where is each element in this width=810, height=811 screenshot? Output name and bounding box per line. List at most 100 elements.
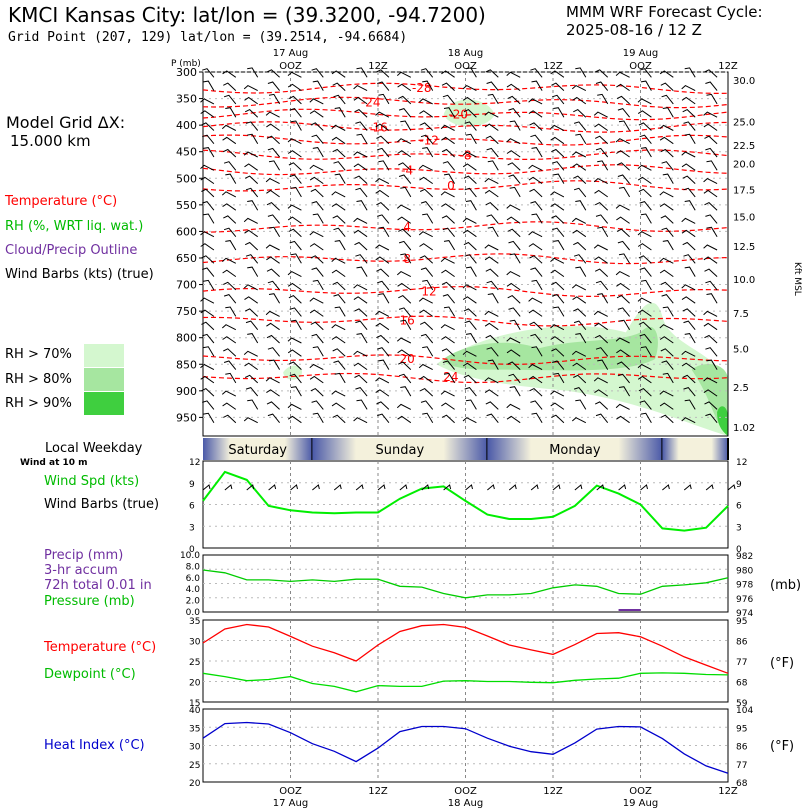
wind-barb	[661, 161, 674, 171]
wind-barb	[200, 98, 215, 105]
wind-barb	[331, 336, 346, 344]
wind-barb	[397, 150, 412, 158]
wind-barb	[244, 241, 259, 251]
wind-barb	[659, 257, 674, 264]
wind-barb	[531, 279, 543, 291]
wind-barb	[221, 257, 237, 264]
wind-barb	[442, 294, 455, 304]
wind-barb	[486, 280, 499, 291]
bottom-time-label: OOZ	[279, 786, 302, 797]
wind-barb	[681, 296, 696, 304]
surface-wind-barb	[224, 484, 233, 491]
wind-barb	[506, 204, 521, 211]
wind-barb	[682, 308, 696, 317]
wind-barb	[245, 121, 259, 131]
wind-barb	[462, 350, 477, 357]
wind-barb	[573, 320, 587, 331]
wind-barb	[662, 173, 674, 184]
wind-barb	[704, 401, 718, 410]
wind-barb	[442, 161, 455, 171]
wind-barb	[464, 254, 477, 264]
forecast-cycle-value: 2025-08-16 / 12 Z	[566, 21, 702, 39]
wind-barb	[420, 267, 434, 277]
wind-barb	[443, 240, 456, 251]
wind-barb	[660, 348, 674, 357]
wind-barb	[398, 361, 412, 370]
surface-wind-barb	[290, 484, 298, 491]
precip-accum-label: 3-hr accum	[44, 563, 118, 578]
wind-barb	[353, 229, 368, 238]
temperature-tick-left: 35	[189, 617, 200, 627]
wind-tick-right: 9	[736, 480, 742, 490]
wind-barb	[378, 293, 390, 304]
wind-barb	[485, 334, 499, 344]
temperature-tick-right-f: 59	[736, 699, 748, 709]
wind-barb	[682, 374, 696, 384]
bottom-time-label: 19 Aug	[623, 798, 658, 809]
wind-barb	[221, 390, 237, 397]
isotherm-label: -4	[401, 163, 413, 177]
wind-barb	[572, 163, 587, 171]
wind-barb	[659, 124, 674, 131]
wind-barb	[267, 347, 280, 357]
wind-barb	[595, 214, 609, 224]
wind-barb	[376, 401, 390, 410]
pressure-tick-right: 980	[736, 566, 753, 576]
top-time-label: 12Z	[718, 61, 738, 72]
wind-barb	[703, 177, 718, 185]
wind-barb	[639, 400, 652, 410]
wind-barb	[396, 337, 412, 344]
wind-barb	[528, 110, 543, 118]
wind-barb	[550, 402, 565, 410]
precip-tick-left: 10.0	[180, 551, 200, 561]
wind-barb	[354, 308, 368, 317]
wind-barb	[464, 187, 477, 198]
wind-barb	[397, 216, 412, 224]
weekday-label: Sunday	[376, 443, 425, 458]
wind-barb	[419, 321, 434, 331]
wind-barb	[419, 375, 433, 384]
wind-barb	[203, 147, 215, 158]
wind-barb	[375, 177, 390, 185]
wind-barb	[529, 321, 543, 331]
wind-barb	[571, 217, 587, 224]
wind-barb	[287, 270, 302, 278]
wind-barb	[485, 201, 499, 211]
wind-barb	[594, 123, 608, 131]
wind-barb	[202, 134, 215, 145]
wind-barb	[573, 108, 587, 118]
wind-barb	[684, 200, 696, 211]
wind-barb	[530, 134, 543, 145]
isotherm-label: 12	[421, 284, 436, 298]
wind-barb	[594, 189, 608, 198]
wind-barb	[703, 111, 718, 118]
legend-temperature: Temperature (°C)	[5, 194, 118, 209]
wind-barb	[356, 133, 368, 144]
wind-barb	[311, 333, 324, 344]
temperature-tick-right-f: 77	[736, 658, 747, 668]
wind-barb	[442, 360, 455, 370]
wind-barb	[530, 201, 543, 211]
wind-barb	[201, 122, 215, 131]
wind-barb	[597, 293, 609, 304]
wind-barb	[441, 402, 455, 410]
wind-barb	[684, 133, 696, 144]
wind-barb	[551, 414, 565, 424]
kft-tick-label: 15.0	[733, 213, 755, 224]
temperature-label: Temperature (°C)	[44, 640, 157, 655]
wind-barb	[573, 121, 587, 131]
wind-barb	[398, 228, 412, 238]
wind-barb	[661, 227, 674, 238]
wind-barb	[509, 253, 521, 264]
wind-barb	[463, 308, 477, 317]
wind-barb	[203, 412, 215, 423]
wind-barb	[223, 148, 237, 158]
wind-barb	[331, 191, 346, 198]
wind-barb	[375, 123, 390, 131]
isotherm-label: -24	[361, 95, 381, 109]
wind-barb	[287, 282, 302, 291]
top-time-label: OOZ	[629, 61, 652, 72]
wind-barb	[575, 333, 587, 344]
heat-index-tick-right-f: 68	[736, 779, 748, 789]
wind-barb	[662, 107, 674, 118]
